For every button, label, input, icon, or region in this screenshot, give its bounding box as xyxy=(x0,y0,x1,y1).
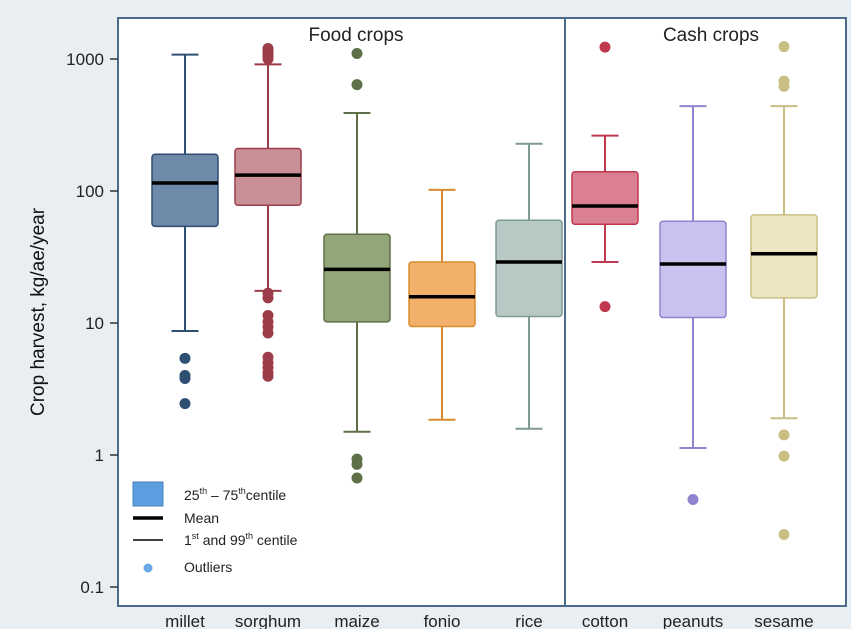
outlier-maize-0 xyxy=(351,48,363,60)
box-peanuts xyxy=(659,105,727,506)
outlier-cotton-1 xyxy=(599,301,611,313)
box-rice xyxy=(495,142,563,430)
outlier-sorghum-15 xyxy=(262,370,274,382)
iqr-box-cotton xyxy=(571,170,639,225)
iqr-box-rice xyxy=(495,219,563,318)
x-tick-label-millet: millet xyxy=(165,612,205,629)
outlier-maize-4 xyxy=(351,472,363,484)
legend: 25th – 75thcentile Mean 1st and 99th centi… xyxy=(132,481,298,575)
iqr-box-maize xyxy=(323,233,391,323)
box-millet xyxy=(151,53,219,410)
outlier-sesame-0 xyxy=(778,41,790,53)
outlier-sorghum-4 xyxy=(262,53,274,65)
outlier-sesame-3 xyxy=(778,429,790,441)
outlier-sesame-2 xyxy=(778,80,790,92)
legend-box-swatch xyxy=(132,481,164,507)
y-tick-label-1: 1 xyxy=(95,446,104,465)
x-tick-label-fonio: fonio xyxy=(424,612,461,629)
x-axis: millet sorghum maize fonio rice cotton peanuts… xyxy=(165,612,814,629)
outlier-cotton-0 xyxy=(599,41,611,53)
iqr-box-sesame xyxy=(750,214,818,299)
y-tick-label-1000: 1000 xyxy=(66,50,104,69)
outlier-maize-1 xyxy=(351,79,363,91)
plot-frame xyxy=(117,17,847,607)
legend-label-box: 25th – 75thcentile xyxy=(184,486,286,503)
box-series-group xyxy=(151,41,818,540)
x-tick-label-sesame: sesame xyxy=(754,612,814,629)
x-tick-label-sorghum: sorghum xyxy=(235,612,301,629)
y-tick-label-10: 10 xyxy=(85,314,104,333)
y-tick-label-0-1: 0.1 xyxy=(80,578,104,597)
iqr-box-fonio xyxy=(408,261,476,328)
outlier-sesame-4 xyxy=(778,450,790,462)
panel-title-food-crops: Food crops xyxy=(308,25,403,46)
legend-label-mean: Mean xyxy=(184,510,219,526)
outlier-sesame-5 xyxy=(778,528,790,540)
iqr-box-sorghum xyxy=(234,147,302,206)
y-axis-title: Crop harvest, kg/ae/year xyxy=(28,207,49,416)
outlier-peanuts-0 xyxy=(687,494,699,506)
y-axis: 0.1 1 10 100 1000 xyxy=(66,18,119,606)
y-tick-label-100: 100 xyxy=(76,182,104,201)
outlier-maize-3 xyxy=(351,458,363,470)
iqr-box-peanuts xyxy=(659,220,727,319)
box-fonio xyxy=(408,188,476,421)
legend-outlier-swatch xyxy=(143,563,153,573)
x-tick-label-peanuts: peanuts xyxy=(663,612,724,629)
x-tick-label-maize: maize xyxy=(334,612,379,629)
outlier-millet-3 xyxy=(179,398,191,410)
legend-label-whisker: 1st and 99th centile xyxy=(184,531,298,548)
outlier-sorghum-6 xyxy=(262,292,274,304)
box-sorghum xyxy=(234,43,302,382)
box-maize xyxy=(323,48,391,484)
iqr-box-millet xyxy=(151,153,219,228)
panel-title-cash-crops: Cash crops xyxy=(663,25,759,46)
x-tick-label-cotton: cotton xyxy=(582,612,628,629)
outlier-millet-2 xyxy=(179,372,191,384)
legend-label-outliers: Outliers xyxy=(184,559,232,575)
box-cotton xyxy=(571,41,639,313)
x-tick-label-rice: rice xyxy=(515,612,542,629)
outlier-sorghum-10 xyxy=(262,327,274,339)
outlier-millet-0 xyxy=(179,352,191,364)
box-sesame xyxy=(750,41,818,540)
